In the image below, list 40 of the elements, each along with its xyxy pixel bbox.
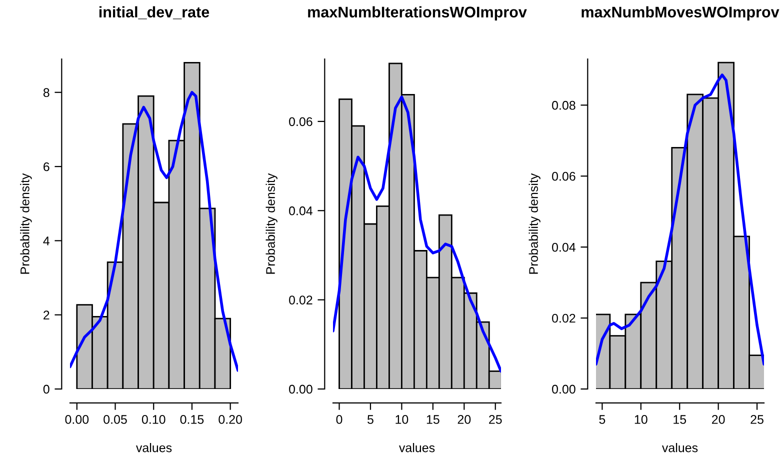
x-axis-title: values <box>398 443 435 452</box>
line-series <box>70 90 238 372</box>
x-tick-label: 5 <box>367 415 374 424</box>
y-tick-label: 2 <box>44 310 50 320</box>
x-tick-label: 0.20 <box>218 415 242 424</box>
x-tick-label: 20 <box>458 415 471 424</box>
y-tick-label: 0.04 <box>552 242 576 252</box>
x-tick-label: 20 <box>712 415 725 424</box>
y-axis-title: Probability density <box>20 173 32 274</box>
x-tick-label: 0.05 <box>104 415 127 424</box>
x-tick-label: 0.10 <box>142 415 166 424</box>
chart-title: initial_dev_rate <box>99 6 210 20</box>
y-tick-label: 0.00 <box>552 384 576 394</box>
y-tick-label: 0.06 <box>289 117 312 126</box>
y-axis-title: Probability density <box>266 173 278 274</box>
x-tick-label: 0.15 <box>180 415 204 424</box>
x-tick-label: 15 <box>426 415 440 424</box>
y-tick-label: 0.02 <box>552 314 576 323</box>
x-axis-title: values <box>662 443 698 452</box>
y-tick-label: 0.08 <box>552 100 576 110</box>
x-tick-label: 0 <box>336 415 342 424</box>
x-tick-label: 25 <box>489 415 502 424</box>
x-axis-title: values <box>136 443 172 452</box>
y-tick-label: 0.02 <box>289 296 312 304</box>
x-tick-label: 10 <box>634 415 648 424</box>
y-tick-label: 6 <box>44 162 50 172</box>
chart-title: maxNumbMovesWOImprov <box>582 6 780 21</box>
x-tick-label: 25 <box>750 415 764 424</box>
x-tick-label: 0.00 <box>65 415 89 424</box>
chart-title: maxNumbIterationsWOImprov <box>308 6 527 21</box>
y-axis-title: Probability density <box>528 173 540 274</box>
y-tick-label: 0 <box>43 384 50 394</box>
y-tick-label: 4 <box>43 236 50 246</box>
x-tick-label: 15 <box>674 415 686 424</box>
y-tick-label: 0.04 <box>289 206 312 216</box>
x-tick-label: 5 <box>599 415 606 424</box>
x-tick-label: 10 <box>396 415 408 424</box>
y-tick-label: 0.00 <box>289 384 312 394</box>
y-tick-label: 0.06 <box>552 172 576 181</box>
y-tick-label: 8 <box>43 88 50 98</box>
